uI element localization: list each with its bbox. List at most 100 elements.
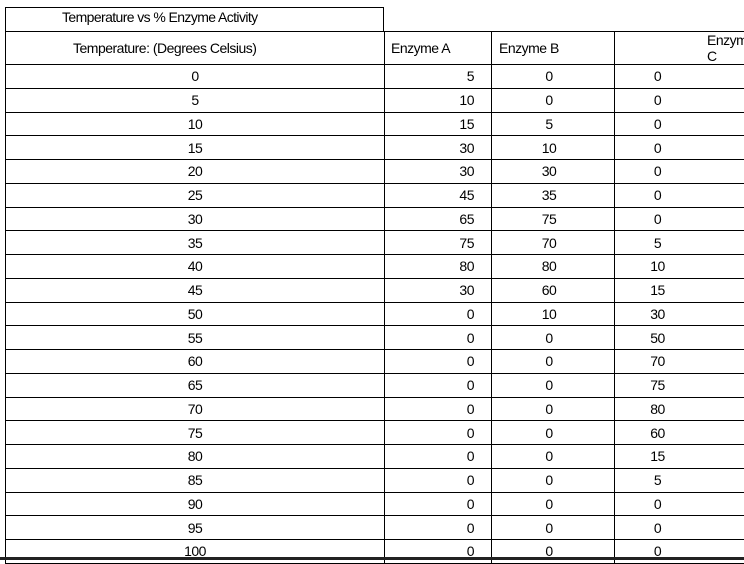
cell-enzyme-b: 0	[492, 373, 615, 397]
cell-enzyme-a: 15	[385, 112, 492, 136]
cell-temperature: 65	[6, 373, 385, 397]
cell-enzyme-b: 0	[492, 88, 615, 112]
cell-enzyme-b: 0	[492, 326, 615, 350]
column-header-enzyme-b: Enzyme B	[492, 32, 615, 65]
cell-temperature: 15	[6, 136, 385, 160]
cell-enzyme-c: 0	[615, 65, 744, 89]
cell-enzyme-a: 5	[385, 65, 492, 89]
cell-temperature: 25	[6, 183, 385, 207]
cell-enzyme-b: 80	[492, 255, 615, 279]
enzyme-activity-table: Temperature: (Degrees Celsius) Enzyme A …	[5, 31, 744, 564]
cell-temperature: 95	[6, 516, 385, 540]
cell-temperature: 80	[6, 445, 385, 469]
cell-temperature: 45	[6, 278, 385, 302]
cell-temperature: 30	[6, 207, 385, 231]
column-header-temperature: Temperature: (Degrees Celsius)	[6, 32, 385, 65]
cell-temperature: 10	[6, 112, 385, 136]
cell-enzyme-a: 0	[385, 350, 492, 374]
cell-enzyme-a: 0	[385, 492, 492, 516]
cell-enzyme-c: 15	[615, 445, 744, 469]
cell-temperature: 20	[6, 160, 385, 184]
cell-enzyme-a: 0	[385, 468, 492, 492]
cell-enzyme-c: 0	[615, 88, 744, 112]
cell-enzyme-b: 5	[492, 112, 615, 136]
cell-enzyme-b: 0	[492, 350, 615, 374]
cell-enzyme-c: 5	[615, 231, 744, 255]
column-header-enzyme-a: Enzyme A	[385, 32, 492, 65]
cell-enzyme-b: 0	[492, 397, 615, 421]
cell-enzyme-b: 60	[492, 278, 615, 302]
cell-enzyme-a: 45	[385, 183, 492, 207]
cell-enzyme-c: 0	[615, 160, 744, 184]
cell-enzyme-c: 50	[615, 326, 744, 350]
cell-enzyme-a: 0	[385, 302, 492, 326]
cell-enzyme-c: 0	[615, 183, 744, 207]
cell-enzyme-a: 75	[385, 231, 492, 255]
cell-enzyme-b: 70	[492, 231, 615, 255]
cell-enzyme-c: 70	[615, 350, 744, 374]
header-row: Temperature: (Degrees Celsius) Enzyme A …	[6, 32, 744, 65]
cell-enzyme-b: 0	[492, 421, 615, 445]
cell-enzyme-a: 0	[385, 516, 492, 540]
cell-enzyme-c: 0	[615, 112, 744, 136]
cell-enzyme-b: 0	[492, 492, 615, 516]
cell-enzyme-a: 65	[385, 207, 492, 231]
cell-enzyme-c: 0	[615, 492, 744, 516]
cell-enzyme-a: 30	[385, 160, 492, 184]
cell-temperature: 40	[6, 255, 385, 279]
cell-temperature: 0	[6, 65, 385, 89]
cell-temperature: 70	[6, 397, 385, 421]
cell-enzyme-c: 0	[615, 207, 744, 231]
cell-enzyme-a: 0	[385, 326, 492, 350]
cell-temperature: 75	[6, 421, 385, 445]
cell-enzyme-c: 10	[615, 255, 744, 279]
cell-temperature: 5	[6, 88, 385, 112]
cell-enzyme-a: 30	[385, 136, 492, 160]
cell-enzyme-b: 30	[492, 160, 615, 184]
cell-enzyme-b: 0	[492, 516, 615, 540]
cell-enzyme-c: 30	[615, 302, 744, 326]
table-title-cell: Temperature vs % Enzyme Activity	[5, 7, 384, 31]
cell-enzyme-a: 30	[385, 278, 492, 302]
cell-temperature: 60	[6, 350, 385, 374]
column-header-enzyme-c: Enzyme C	[615, 32, 744, 65]
cell-enzyme-a: 0	[385, 397, 492, 421]
cell-enzyme-b: 35	[492, 183, 615, 207]
cell-enzyme-c: 5	[615, 468, 744, 492]
cell-enzyme-b: 0	[492, 445, 615, 469]
cell-enzyme-b: 0	[492, 468, 615, 492]
cell-temperature: 35	[6, 231, 385, 255]
cell-temperature: 55	[6, 326, 385, 350]
cell-enzyme-b: 10	[492, 302, 615, 326]
cell-enzyme-a: 0	[385, 445, 492, 469]
cell-enzyme-a: 80	[385, 255, 492, 279]
cell-temperature: 90	[6, 492, 385, 516]
cell-enzyme-b: 75	[492, 207, 615, 231]
cell-enzyme-c: 0	[615, 136, 744, 160]
cell-enzyme-c: 75	[615, 373, 744, 397]
cell-enzyme-a: 0	[385, 421, 492, 445]
cell-temperature: 50	[6, 302, 385, 326]
cell-enzyme-a: 0	[385, 373, 492, 397]
cell-temperature: 85	[6, 468, 385, 492]
cell-enzyme-b: 10	[492, 136, 615, 160]
